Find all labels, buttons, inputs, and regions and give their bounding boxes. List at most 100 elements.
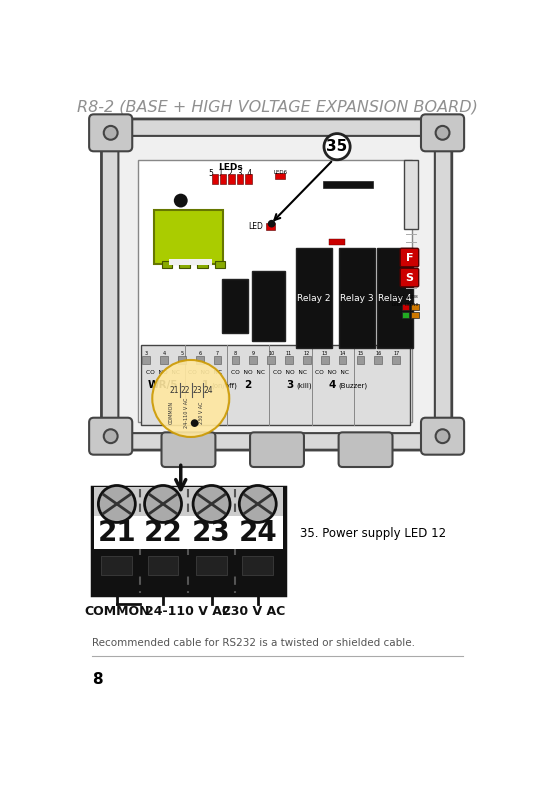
Bar bbox=[285, 356, 293, 364]
Text: 5  1  2  3  4: 5 1 2 3 4 bbox=[209, 169, 253, 178]
Text: 10: 10 bbox=[268, 351, 274, 356]
Text: Relay 3: Relay 3 bbox=[339, 294, 373, 303]
Circle shape bbox=[104, 429, 118, 443]
Text: LEDs: LEDs bbox=[218, 163, 243, 172]
Text: 12: 12 bbox=[304, 351, 310, 356]
Circle shape bbox=[152, 360, 229, 437]
Bar bbox=[94, 516, 283, 549]
Text: (on/off): (on/off) bbox=[211, 382, 237, 388]
Text: 13: 13 bbox=[321, 351, 328, 356]
Text: 11: 11 bbox=[286, 351, 292, 356]
Text: 23: 23 bbox=[192, 386, 202, 395]
FancyBboxPatch shape bbox=[101, 119, 452, 450]
Text: 15: 15 bbox=[357, 351, 364, 356]
Bar bbox=[267, 356, 275, 364]
Text: COMMON: COMMON bbox=[169, 401, 174, 424]
FancyBboxPatch shape bbox=[400, 248, 418, 266]
Bar bbox=[179, 261, 190, 268]
Bar bbox=[303, 356, 311, 364]
Text: 230 V AC: 230 V AC bbox=[199, 401, 204, 424]
Text: LED7  LED8: LED7 LED8 bbox=[393, 295, 417, 299]
Text: 35: 35 bbox=[326, 139, 347, 154]
Bar bbox=[411, 303, 418, 310]
FancyBboxPatch shape bbox=[421, 417, 464, 454]
Bar bbox=[377, 248, 414, 348]
Circle shape bbox=[174, 193, 188, 208]
FancyBboxPatch shape bbox=[250, 432, 304, 467]
Text: (kill): (kill) bbox=[296, 382, 312, 388]
Bar bbox=[266, 223, 275, 230]
Bar bbox=[169, 259, 211, 265]
Text: CO  NO  NC: CO NO NC bbox=[231, 369, 264, 375]
Text: S: S bbox=[405, 273, 414, 283]
Text: 21: 21 bbox=[169, 386, 178, 395]
FancyBboxPatch shape bbox=[89, 417, 132, 454]
Text: 9: 9 bbox=[252, 351, 255, 356]
Text: F: F bbox=[406, 252, 413, 263]
Text: CO  NO  NC: CO NO NC bbox=[146, 369, 180, 375]
Bar bbox=[222, 279, 248, 333]
FancyBboxPatch shape bbox=[421, 114, 464, 151]
Circle shape bbox=[436, 126, 449, 140]
Circle shape bbox=[268, 220, 275, 227]
Bar bbox=[162, 261, 172, 268]
Text: 35. Power supply LED 12: 35. Power supply LED 12 bbox=[300, 527, 446, 540]
Text: 3: 3 bbox=[145, 351, 147, 356]
Wedge shape bbox=[210, 306, 253, 348]
Text: 21: 21 bbox=[98, 520, 136, 547]
Bar bbox=[411, 312, 418, 318]
Bar bbox=[402, 303, 409, 310]
Text: 17: 17 bbox=[393, 351, 399, 356]
Text: 22: 22 bbox=[144, 520, 183, 547]
Circle shape bbox=[324, 134, 350, 160]
FancyBboxPatch shape bbox=[339, 432, 392, 467]
Bar bbox=[237, 174, 243, 184]
Bar bbox=[249, 356, 257, 364]
Text: 24: 24 bbox=[238, 520, 277, 547]
Text: 14: 14 bbox=[339, 351, 346, 356]
Bar bbox=[242, 556, 273, 575]
Bar bbox=[404, 160, 418, 229]
Bar bbox=[392, 356, 400, 364]
FancyBboxPatch shape bbox=[89, 114, 132, 151]
Text: Relay 2: Relay 2 bbox=[297, 294, 331, 303]
Bar bbox=[339, 248, 375, 348]
Text: 5: 5 bbox=[180, 351, 183, 356]
Text: 8: 8 bbox=[234, 351, 237, 356]
Bar bbox=[246, 174, 251, 184]
Circle shape bbox=[145, 486, 182, 523]
Text: LED6: LED6 bbox=[273, 170, 287, 174]
Text: LED: LED bbox=[248, 222, 263, 231]
Bar bbox=[375, 356, 382, 364]
Circle shape bbox=[104, 126, 118, 140]
Text: R8-2 (BASE + HIGH VOLTAGE EXPANSION BOARD): R8-2 (BASE + HIGH VOLTAGE EXPANSION BOAR… bbox=[78, 99, 478, 114]
Bar bbox=[253, 271, 285, 340]
Text: 22: 22 bbox=[180, 386, 190, 395]
Text: 24-110 V AC: 24-110 V AC bbox=[184, 397, 189, 428]
Text: 1: 1 bbox=[202, 380, 209, 391]
Circle shape bbox=[436, 429, 449, 443]
Bar bbox=[142, 356, 150, 364]
Text: 24-110 V AC: 24-110 V AC bbox=[145, 605, 231, 619]
Bar bbox=[94, 555, 283, 575]
Text: WR/5: WR/5 bbox=[148, 380, 178, 391]
Text: CO  NO  NC: CO NO NC bbox=[315, 369, 350, 375]
Text: CO  NO  NC: CO NO NC bbox=[273, 369, 307, 375]
Bar bbox=[231, 356, 239, 364]
Text: 24: 24 bbox=[204, 386, 214, 395]
FancyBboxPatch shape bbox=[118, 136, 435, 433]
FancyBboxPatch shape bbox=[400, 268, 418, 287]
Bar bbox=[94, 487, 283, 518]
Bar bbox=[178, 356, 186, 364]
Bar bbox=[215, 261, 225, 268]
Bar bbox=[160, 356, 168, 364]
Bar bbox=[196, 556, 227, 575]
Bar bbox=[147, 556, 178, 575]
Circle shape bbox=[239, 486, 276, 523]
Bar bbox=[357, 356, 364, 364]
Text: 3: 3 bbox=[287, 380, 294, 391]
Bar bbox=[220, 174, 226, 184]
Text: (Buzzer): (Buzzer) bbox=[339, 382, 367, 388]
Text: 230 V AC: 230 V AC bbox=[222, 605, 286, 619]
Bar bbox=[330, 239, 345, 245]
